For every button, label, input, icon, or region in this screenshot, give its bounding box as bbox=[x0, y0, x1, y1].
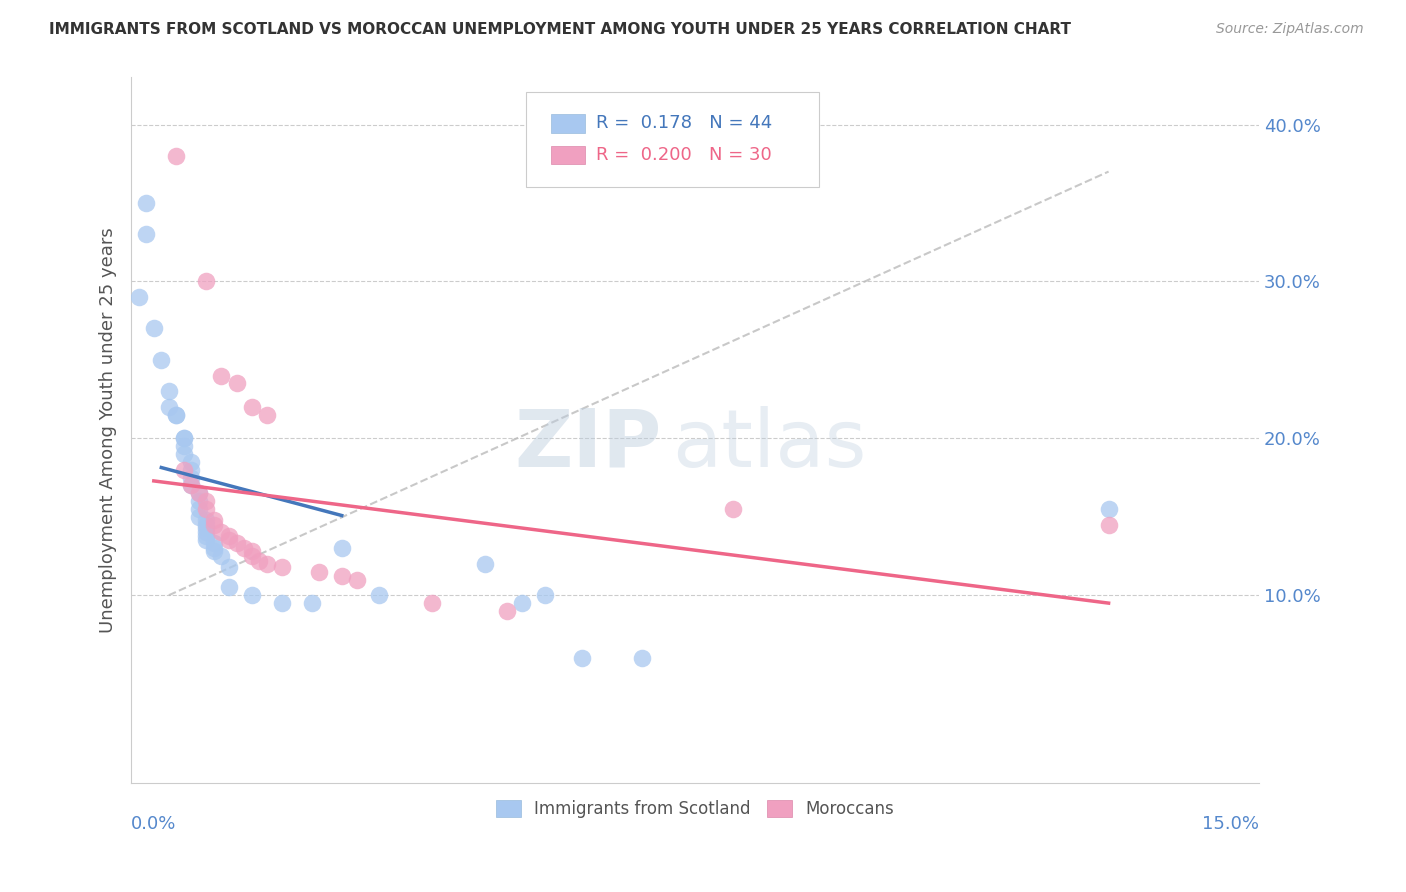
Point bbox=[218, 560, 240, 574]
Point bbox=[631, 651, 654, 665]
Point bbox=[150, 352, 173, 367]
Point bbox=[211, 549, 233, 563]
FancyBboxPatch shape bbox=[551, 146, 585, 164]
Point bbox=[202, 517, 225, 532]
Point bbox=[211, 368, 233, 383]
Point bbox=[202, 544, 225, 558]
Point bbox=[1097, 502, 1119, 516]
Point bbox=[474, 557, 496, 571]
Point bbox=[173, 447, 195, 461]
Point bbox=[173, 463, 195, 477]
Point bbox=[247, 554, 270, 568]
Point bbox=[225, 536, 247, 550]
Point bbox=[165, 408, 187, 422]
Point bbox=[157, 400, 180, 414]
Point bbox=[195, 513, 218, 527]
Point bbox=[187, 486, 209, 500]
Point bbox=[187, 494, 209, 508]
Point bbox=[195, 521, 218, 535]
Point bbox=[721, 502, 744, 516]
Point bbox=[187, 509, 209, 524]
Point bbox=[135, 227, 157, 242]
Text: IMMIGRANTS FROM SCOTLAND VS MOROCCAN UNEMPLOYMENT AMONG YOUTH UNDER 25 YEARS COR: IMMIGRANTS FROM SCOTLAND VS MOROCCAN UNE… bbox=[49, 22, 1071, 37]
Point bbox=[202, 541, 225, 556]
Point bbox=[256, 557, 278, 571]
Legend: Immigrants from Scotland, Moroccans: Immigrants from Scotland, Moroccans bbox=[489, 793, 901, 824]
Point bbox=[173, 431, 195, 445]
Point bbox=[180, 470, 202, 484]
Point bbox=[218, 528, 240, 542]
FancyBboxPatch shape bbox=[551, 114, 585, 133]
Point bbox=[420, 596, 443, 610]
Point bbox=[240, 400, 263, 414]
Point bbox=[240, 588, 263, 602]
Point bbox=[195, 533, 218, 548]
Point bbox=[270, 560, 292, 574]
Point bbox=[218, 580, 240, 594]
Point bbox=[496, 604, 519, 618]
Point bbox=[533, 588, 555, 602]
Point bbox=[330, 541, 353, 556]
Point bbox=[135, 196, 157, 211]
Point bbox=[180, 463, 202, 477]
Point bbox=[368, 588, 391, 602]
Text: 0.0%: 0.0% bbox=[131, 815, 177, 833]
FancyBboxPatch shape bbox=[526, 92, 820, 187]
Point bbox=[256, 408, 278, 422]
Text: ZIP: ZIP bbox=[515, 406, 661, 483]
Point bbox=[240, 544, 263, 558]
Text: R =  0.178   N = 44: R = 0.178 N = 44 bbox=[596, 114, 772, 132]
Text: atlas: atlas bbox=[672, 406, 868, 483]
Text: Source: ZipAtlas.com: Source: ZipAtlas.com bbox=[1216, 22, 1364, 37]
Point bbox=[225, 376, 247, 391]
Point bbox=[218, 533, 240, 548]
Point bbox=[1097, 517, 1119, 532]
Point bbox=[195, 528, 218, 542]
Point bbox=[510, 596, 533, 610]
Point bbox=[173, 431, 195, 445]
Text: 15.0%: 15.0% bbox=[1202, 815, 1258, 833]
Point bbox=[240, 549, 263, 563]
Point bbox=[165, 149, 187, 163]
Point bbox=[128, 290, 150, 304]
Point bbox=[195, 517, 218, 532]
Point bbox=[202, 513, 225, 527]
Point bbox=[142, 321, 165, 335]
Point bbox=[165, 408, 187, 422]
Y-axis label: Unemployment Among Youth under 25 years: Unemployment Among Youth under 25 years bbox=[100, 227, 117, 633]
Point bbox=[330, 569, 353, 583]
Point bbox=[301, 596, 323, 610]
Point bbox=[187, 486, 209, 500]
Point bbox=[195, 494, 218, 508]
Point bbox=[180, 455, 202, 469]
Point bbox=[195, 525, 218, 540]
Point bbox=[211, 525, 233, 540]
Point bbox=[180, 478, 202, 492]
Point bbox=[187, 502, 209, 516]
Point bbox=[346, 573, 368, 587]
Point bbox=[270, 596, 292, 610]
Text: R =  0.200   N = 30: R = 0.200 N = 30 bbox=[596, 146, 772, 164]
Point bbox=[173, 439, 195, 453]
Point bbox=[308, 565, 330, 579]
Point bbox=[202, 536, 225, 550]
Point bbox=[195, 274, 218, 288]
Point bbox=[157, 384, 180, 399]
Point bbox=[233, 541, 256, 556]
Point bbox=[180, 478, 202, 492]
Point bbox=[571, 651, 593, 665]
Point bbox=[195, 502, 218, 516]
